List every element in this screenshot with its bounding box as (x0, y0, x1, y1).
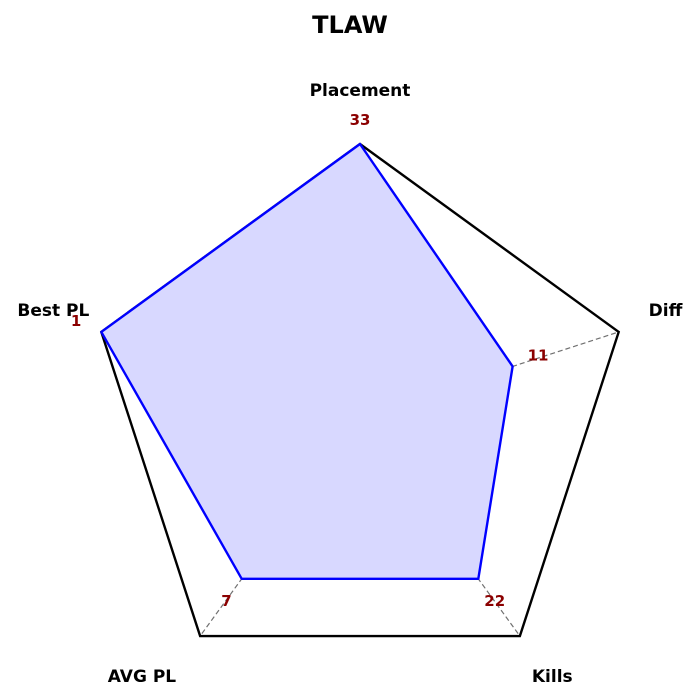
chart-title: TLAW (312, 11, 388, 39)
axis-label-best-pl: Best PL (17, 301, 89, 321)
value-label-best-pl: 1 (71, 312, 81, 330)
series-line (100, 142, 514, 581)
value-label-diff: 11 (528, 346, 549, 364)
spoke-avg-pl (199, 415, 361, 637)
axis-label-kills: Kills (532, 667, 573, 687)
axis-label-diff: Diff (649, 301, 683, 321)
labels-layer: Placement Diff Kills AVG PL Best PL 33 11 22 7 1 (17, 81, 682, 687)
axis-label-placement: Placement (310, 81, 411, 101)
series-layer (100, 142, 514, 581)
axis-label-avg-pl: AVG PL (108, 667, 176, 687)
value-label-placement: 33 (350, 111, 371, 129)
value-label-avg-pl: 7 (221, 592, 231, 610)
series-area (101, 144, 513, 579)
value-label-kills: 22 (484, 592, 505, 610)
